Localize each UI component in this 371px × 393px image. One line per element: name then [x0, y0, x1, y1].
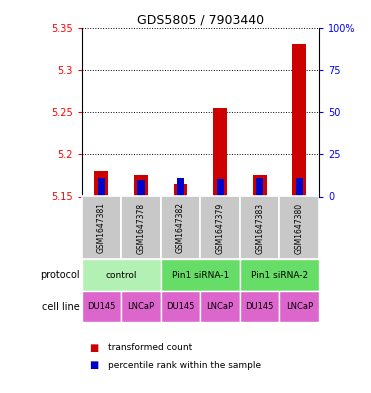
Bar: [240, 291, 279, 322]
Text: control: control: [105, 271, 137, 279]
Bar: [279, 291, 319, 322]
Bar: [200, 196, 240, 259]
Bar: [82, 196, 121, 259]
Bar: [82, 291, 121, 322]
Text: LNCaP: LNCaP: [127, 302, 155, 311]
Text: ■: ■: [89, 360, 98, 371]
Bar: [240, 196, 279, 259]
Bar: [213, 108, 227, 196]
Bar: [253, 175, 267, 196]
Text: GSM1647380: GSM1647380: [295, 202, 304, 253]
Text: percentile rank within the sample: percentile rank within the sample: [108, 361, 261, 370]
Bar: [121, 196, 161, 259]
Bar: [177, 178, 184, 196]
Text: LNCaP: LNCaP: [207, 302, 234, 311]
Bar: [134, 175, 148, 196]
Bar: [296, 178, 303, 196]
Bar: [137, 180, 145, 196]
Bar: [161, 259, 240, 291]
Text: GSM1647383: GSM1647383: [255, 202, 264, 253]
Text: protocol: protocol: [40, 270, 80, 280]
Title: GDS5805 / 7903440: GDS5805 / 7903440: [137, 13, 264, 26]
Bar: [292, 44, 306, 196]
Text: DU145: DU145: [87, 302, 116, 311]
Text: Pin1 siRNA-2: Pin1 siRNA-2: [251, 271, 308, 279]
Text: DU145: DU145: [246, 302, 274, 311]
Text: Pin1 siRNA-1: Pin1 siRNA-1: [172, 271, 229, 279]
Bar: [240, 259, 319, 291]
Bar: [279, 196, 319, 259]
Text: GSM1647378: GSM1647378: [137, 202, 145, 253]
Bar: [161, 291, 200, 322]
Text: DU145: DU145: [166, 302, 195, 311]
Bar: [200, 291, 240, 322]
Bar: [121, 291, 161, 322]
Bar: [82, 259, 161, 291]
Text: ■: ■: [89, 343, 98, 353]
Bar: [95, 171, 108, 196]
Bar: [161, 196, 200, 259]
Text: GSM1647381: GSM1647381: [97, 202, 106, 253]
Text: LNCaP: LNCaP: [286, 302, 313, 311]
Text: GSM1647382: GSM1647382: [176, 202, 185, 253]
Text: transformed count: transformed count: [108, 343, 192, 352]
Bar: [174, 184, 187, 196]
Bar: [217, 179, 224, 196]
Bar: [256, 178, 263, 196]
Bar: [98, 178, 105, 196]
Text: cell line: cell line: [42, 301, 80, 312]
Text: GSM1647379: GSM1647379: [216, 202, 224, 253]
